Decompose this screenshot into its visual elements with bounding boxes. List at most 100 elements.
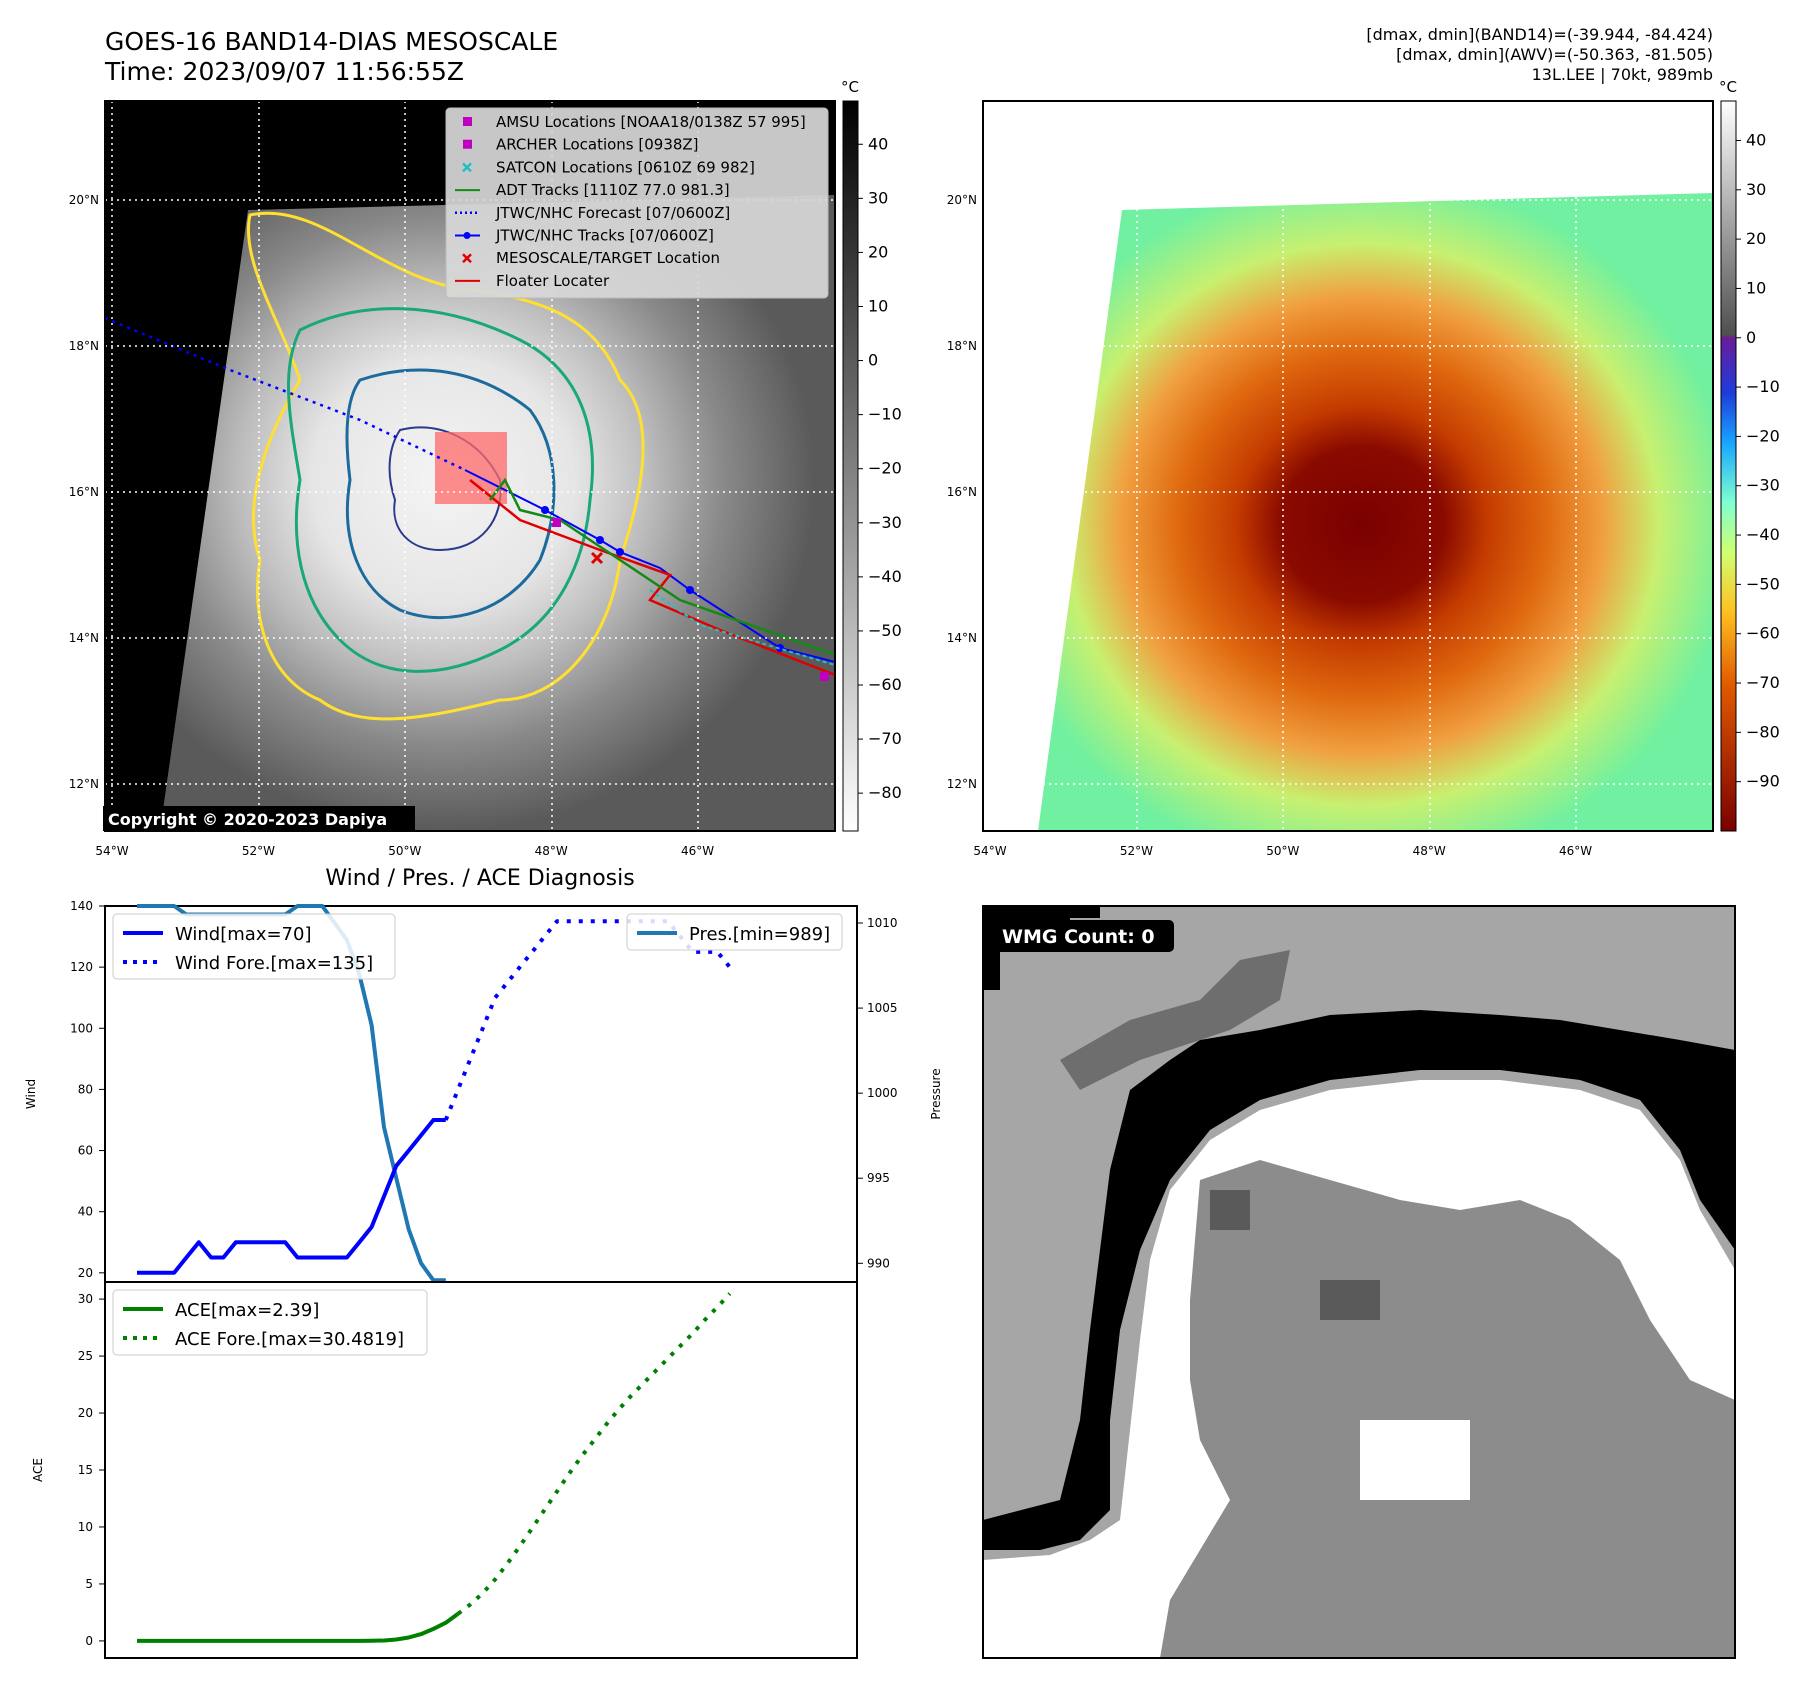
colorbar-tick-label: −20: [868, 459, 902, 478]
legend-dot-marker: [463, 232, 471, 239]
colorbar-tick-label: −10: [868, 405, 902, 424]
jtwc-track-points: [541, 506, 784, 652]
lon-label: 54°W: [95, 844, 128, 858]
awv-colorbar-ticks: 40 30 20 10 0 −10 −20 −30 −40 −50 −60 −70 −80 −90: [1736, 130, 1780, 791]
colorbar-tick-label: −30: [1746, 476, 1780, 495]
legend-entry: JTWC/NHC Tracks [07/0600Z]: [455, 227, 714, 245]
lon-label: 50°W: [1266, 844, 1299, 858]
wmg-eye-patch: [1360, 1420, 1470, 1500]
satcon-track: [649, 589, 835, 666]
ir-lat-labels: 20°N 18°N 16°N 14°N 12°N: [69, 193, 99, 791]
colorbar-tick-label: −30: [868, 513, 902, 532]
legend-entry: ARCHER Locations [0938Z]: [463, 136, 699, 154]
ace-ytick-label: 20: [78, 1406, 93, 1420]
lat-label: 14°N: [947, 631, 977, 645]
legend-entry: JTWC/NHC Forecast [07/0600Z]: [455, 204, 730, 222]
figure-title-line2: Time: 2023/09/07 11:56:55Z: [104, 57, 464, 86]
lon-label: 52°W: [1120, 844, 1153, 858]
pressure-ytick-label: 1000: [867, 1086, 898, 1100]
ace-series-group: [137, 1292, 732, 1643]
wind-ytick-label: 80: [78, 1082, 93, 1096]
ace-ytick-label: 15: [78, 1463, 93, 1477]
ir-lon-labels: 54°W 52°W 50°W 48°W 46°W: [95, 844, 714, 858]
legend-square-marker: [463, 117, 472, 126]
pressure-yticks: 990 995 1000 1005 1010: [857, 916, 898, 1270]
legend-label: Floater Locater: [496, 272, 610, 290]
amsu-marker: [552, 518, 561, 527]
colorbar-tick-label: 40: [1746, 130, 1766, 149]
wmg-count-badge: WMG Count: 0: [992, 920, 1174, 952]
wind-yticks: 20 40 60 80 100 120 140: [70, 899, 105, 1280]
wind-ytick-label: 20: [78, 1266, 93, 1280]
colorbar-tick-label: −50: [868, 621, 902, 640]
lat-label: 18°N: [947, 339, 977, 353]
wmg-dark-patch-2: [1210, 1190, 1250, 1230]
wind-ytick-label: 100: [70, 1021, 93, 1035]
pressure-ytick-label: 1010: [867, 916, 898, 930]
legend-entry: Floater Locater: [455, 272, 610, 290]
lon-label: 54°W: [973, 844, 1006, 858]
ace-ytick-label: 0: [85, 1634, 93, 1648]
legend-label: MESOSCALE/TARGET Location: [496, 249, 720, 267]
stats-line3: 13L.LEE | 70kt, 989mb: [1532, 65, 1713, 84]
pressure-ytick-label: 990: [867, 1256, 890, 1270]
lat-label: 12°N: [947, 777, 977, 791]
awv-image-swath: [1038, 193, 1713, 831]
legend-label: ARCHER Locations [0938Z]: [496, 136, 699, 154]
ir-colorbar-ticks: 40 30 20 10 0 −10 −20 −30 −40 −50 −60 −70 −80: [858, 134, 902, 802]
copyright-badge: Copyright © 2020-2023 Dapiya: [103, 806, 415, 831]
ace-forecast-legend-label: ACE Fore.[max=30.4819]: [175, 1329, 404, 1350]
legend-square-marker: [463, 139, 472, 149]
colorbar-tick-label: 40: [868, 134, 888, 153]
wind-legend: Wind[max=70] Wind Fore.[max=135]: [112, 913, 396, 980]
colorbar-tick-label: −80: [1746, 722, 1780, 741]
ace-legend: ACE[max=2.39] ACE Fore.[max=30.4819]: [112, 1289, 428, 1356]
colorbar-tick-label: −40: [868, 567, 902, 586]
legend-entry: AMSU Locations [NOAA18/0138Z 57 995]: [463, 113, 806, 131]
colorbar-tick-label: −60: [1746, 624, 1780, 643]
wind-legend-label: Wind[max=70]: [175, 924, 312, 945]
colorbar-tick-label: 10: [1746, 278, 1766, 297]
ir-map-frame: [104, 100, 836, 832]
lat-label: 16°N: [947, 485, 977, 499]
stats-line2: [dmax, dmin](AWV)=(-50.363, -81.505): [1396, 45, 1713, 64]
colorbar-tick-label: 10: [868, 296, 888, 315]
pressure-ytick-label: 1005: [867, 1001, 898, 1015]
ace-axis-label: ACE: [31, 1458, 45, 1482]
wind-ytick-label: 120: [70, 960, 93, 974]
copyright-text: Copyright © 2020-2023 Dapiya: [108, 810, 387, 829]
awv-lon-labels: 54°W 52°W 50°W 48°W 46°W: [973, 844, 1592, 858]
legend-entry: ADT Tracks [1110Z 77.0 981.3]: [455, 181, 730, 199]
wmg-count-text: WMG Count: 0: [1002, 926, 1155, 948]
colorbar-tick-label: 20: [1746, 229, 1766, 248]
colorbar-tick-label: −60: [868, 675, 902, 694]
lon-label: 52°W: [242, 844, 275, 858]
ace-legend-label: ACE[max=2.39]: [175, 1300, 319, 1321]
ace-ytick-label: 25: [78, 1349, 93, 1363]
ace-line: [137, 1612, 460, 1643]
awv-lat-labels: 20°N 18°N 16°N 14°N 12°N: [947, 193, 977, 791]
lon-label: 46°W: [1559, 844, 1592, 858]
colorbar-tick-label: 0: [1746, 328, 1756, 347]
awv-map-panel: 20°N 18°N 16°N 14°N 12°N 54°W 52°W 50°W 48°W 46°…: [947, 78, 1780, 858]
ir-colorbar: [842, 100, 859, 832]
wmg-panel: WMG Count: 0: [982, 905, 1736, 1659]
wind-ytick-label: 60: [78, 1144, 93, 1158]
wind-line: [137, 1118, 446, 1275]
wind-forecast-legend-label: Wind Fore.[max=135]: [175, 953, 373, 974]
lon-label: 50°W: [388, 844, 421, 858]
ir-map-panel: 20°N 18°N 16°N 14°N 12°N 54°W 52°W 50°W 48°W 46°…: [69, 78, 902, 858]
wind-pressure-chart: Wind Pressure 20 40 60 80 100 120 140 990 995 10…: [24, 899, 943, 1283]
floater-locater-track: [469, 479, 835, 677]
ace-chart: ACE 0 5 10 15 20 25 30 ACE[max=2.39] ACE Fore.…: [31, 1281, 858, 1659]
lat-label: 20°N: [69, 193, 99, 207]
colorbar-tick-label: −20: [1746, 426, 1780, 445]
legend-label: AMSU Locations [NOAA18/0138Z 57 995]: [496, 113, 806, 131]
ace-ytick-label: 10: [78, 1520, 93, 1534]
diagnosis-title: Wind / Pres. / ACE Diagnosis: [325, 866, 634, 891]
awv-colorbar: [1720, 100, 1737, 832]
archer-marker: [820, 672, 829, 681]
legend-label: JTWC/NHC Forecast [07/0600Z]: [495, 204, 730, 222]
lat-label: 18°N: [69, 339, 99, 353]
